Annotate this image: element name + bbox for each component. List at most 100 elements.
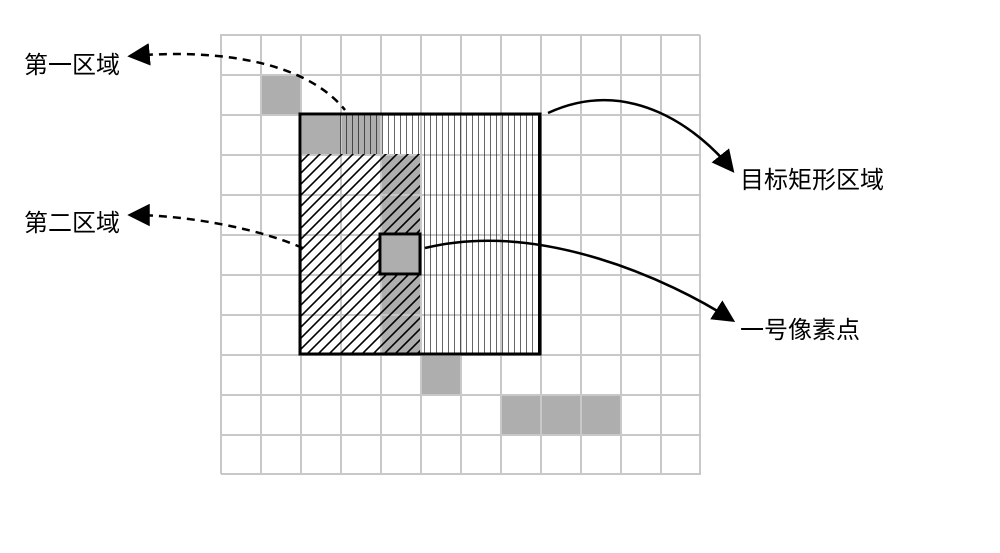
- grid-cell: [581, 115, 621, 155]
- grid-cell: [541, 195, 581, 235]
- grid-cell: [341, 275, 381, 315]
- grid-cell: [421, 35, 461, 75]
- grid-cell: [421, 115, 461, 155]
- grid-cell: [661, 35, 701, 75]
- grid-cell: [461, 275, 501, 315]
- grid-cell: [581, 275, 621, 315]
- grid-cell: [341, 435, 381, 475]
- grid-cell: [661, 315, 701, 355]
- label-region2: 第二区域: [24, 203, 120, 238]
- grid-cell: [261, 75, 301, 115]
- grid-cell: [261, 275, 301, 315]
- grid-cell: [381, 315, 421, 355]
- grid-cell: [221, 355, 261, 395]
- grid-cell: [301, 435, 341, 475]
- grid-cell: [221, 115, 261, 155]
- grid-cell: [541, 315, 581, 355]
- grid-cell: [501, 235, 541, 275]
- grid-cell: [581, 395, 621, 435]
- grid-cell: [461, 75, 501, 115]
- grid-cell: [301, 235, 341, 275]
- grid-cell: [621, 75, 661, 115]
- grid-cell: [461, 155, 501, 195]
- grid-cell: [501, 155, 541, 195]
- grid-cell: [661, 155, 701, 195]
- grid-cell: [581, 235, 621, 275]
- grid-cell: [661, 275, 701, 315]
- grid-cell: [461, 395, 501, 435]
- diagram-stage: 第一区域 第二区域 目标矩形区域 一号像素点: [20, 20, 980, 533]
- grid-cell: [541, 35, 581, 75]
- grid-cell: [461, 115, 501, 155]
- grid-cell: [301, 195, 341, 235]
- grid-cell: [461, 435, 501, 475]
- grid-cell: [421, 315, 461, 355]
- grid-cell: [341, 315, 381, 355]
- grid-cell: [501, 75, 541, 115]
- grid-cell: [381, 75, 421, 115]
- grid-cell: [461, 355, 501, 395]
- grid-cell: [341, 155, 381, 195]
- grid-cell: [621, 275, 661, 315]
- grid-cell: [421, 75, 461, 115]
- grid-cell: [221, 195, 261, 235]
- grid-cell: [381, 355, 421, 395]
- label-region1: 第一区域: [24, 45, 120, 80]
- grid-cell: [581, 155, 621, 195]
- grid-cell: [381, 35, 421, 75]
- grid-cell: [301, 355, 341, 395]
- grid-cell: [261, 235, 301, 275]
- grid-cell: [621, 35, 661, 75]
- grid-cell: [541, 75, 581, 115]
- grid-cell: [501, 315, 541, 355]
- grid-cell: [661, 235, 701, 275]
- label-pixel1: 一号像素点: [740, 310, 860, 345]
- grid-cell: [461, 195, 501, 235]
- grid-cell: [221, 395, 261, 435]
- grid-cell: [421, 395, 461, 435]
- grid-cell: [621, 395, 661, 435]
- grid-cell: [581, 355, 621, 395]
- grid-cell: [581, 35, 621, 75]
- grid-cell: [381, 155, 421, 195]
- grid-cell: [381, 275, 421, 315]
- grid-cell: [541, 435, 581, 475]
- pixel-grid: [220, 34, 700, 474]
- grid-cell: [221, 235, 261, 275]
- grid-cell: [461, 315, 501, 355]
- grid-cell: [661, 435, 701, 475]
- grid-cell: [421, 195, 461, 235]
- grid-cell: [661, 195, 701, 235]
- grid-cell: [221, 155, 261, 195]
- grid-cell: [341, 35, 381, 75]
- grid-cell: [261, 155, 301, 195]
- grid-cell: [341, 355, 381, 395]
- grid-cell: [341, 195, 381, 235]
- grid-cell: [621, 235, 661, 275]
- grid-cell: [541, 115, 581, 155]
- grid-cell: [581, 435, 621, 475]
- grid-cell: [501, 355, 541, 395]
- grid-cell: [541, 355, 581, 395]
- grid-cell: [221, 75, 261, 115]
- grid-cell: [221, 35, 261, 75]
- grid-cell: [301, 155, 341, 195]
- grid-cell: [621, 315, 661, 355]
- grid-cell: [221, 275, 261, 315]
- grid-cell: [581, 315, 621, 355]
- grid-cell: [621, 195, 661, 235]
- grid-cell: [381, 195, 421, 235]
- grid-cell: [341, 235, 381, 275]
- grid-cell: [661, 355, 701, 395]
- grid-cell: [661, 75, 701, 115]
- grid-cell: [301, 395, 341, 435]
- grid-cell: [421, 155, 461, 195]
- grid-cell: [621, 435, 661, 475]
- grid-cell: [461, 235, 501, 275]
- grid-cell: [541, 395, 581, 435]
- grid-cell: [581, 75, 621, 115]
- grid-cell: [541, 235, 581, 275]
- grid-cell: [541, 155, 581, 195]
- grid-cell: [421, 275, 461, 315]
- grid-cell: [381, 235, 421, 275]
